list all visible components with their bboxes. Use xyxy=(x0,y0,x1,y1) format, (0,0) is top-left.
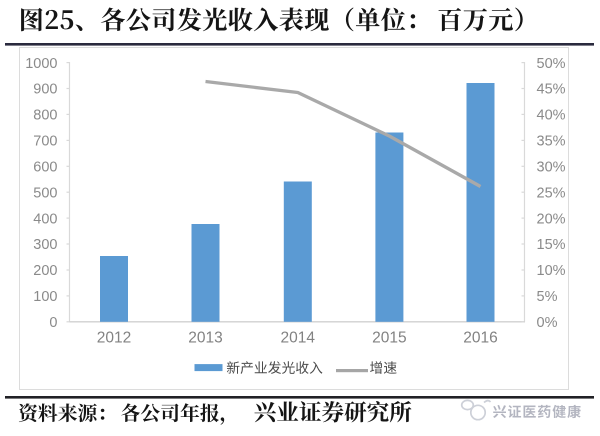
svg-text:700: 700 xyxy=(33,134,57,150)
svg-text:200: 200 xyxy=(33,263,57,279)
svg-text:15%: 15% xyxy=(537,237,566,253)
svg-text:500: 500 xyxy=(33,185,57,201)
svg-text:600: 600 xyxy=(33,160,57,176)
svg-text:5%: 5% xyxy=(537,289,558,305)
svg-text:100: 100 xyxy=(33,289,57,305)
svg-text:25%: 25% xyxy=(537,185,566,201)
svg-text:20%: 20% xyxy=(537,211,566,227)
svg-text:0: 0 xyxy=(49,315,57,331)
svg-text:0%: 0% xyxy=(537,315,558,331)
svg-text:50%: 50% xyxy=(537,56,566,72)
svg-text:35%: 35% xyxy=(537,134,566,150)
svg-text:2016: 2016 xyxy=(463,329,497,346)
svg-text:40%: 40% xyxy=(537,108,566,124)
svg-text:900: 900 xyxy=(33,82,57,98)
svg-text:10%: 10% xyxy=(537,263,566,279)
svg-text:2013: 2013 xyxy=(188,329,222,346)
svg-text:2014: 2014 xyxy=(281,329,316,346)
svg-text:2012: 2012 xyxy=(97,329,131,346)
svg-text:45%: 45% xyxy=(537,82,566,98)
svg-text:30%: 30% xyxy=(537,160,566,176)
svg-text:400: 400 xyxy=(33,211,57,227)
svg-text:1000: 1000 xyxy=(25,56,57,72)
svg-text:800: 800 xyxy=(33,108,57,124)
svg-text:2015: 2015 xyxy=(372,329,406,346)
svg-text:300: 300 xyxy=(33,237,57,253)
